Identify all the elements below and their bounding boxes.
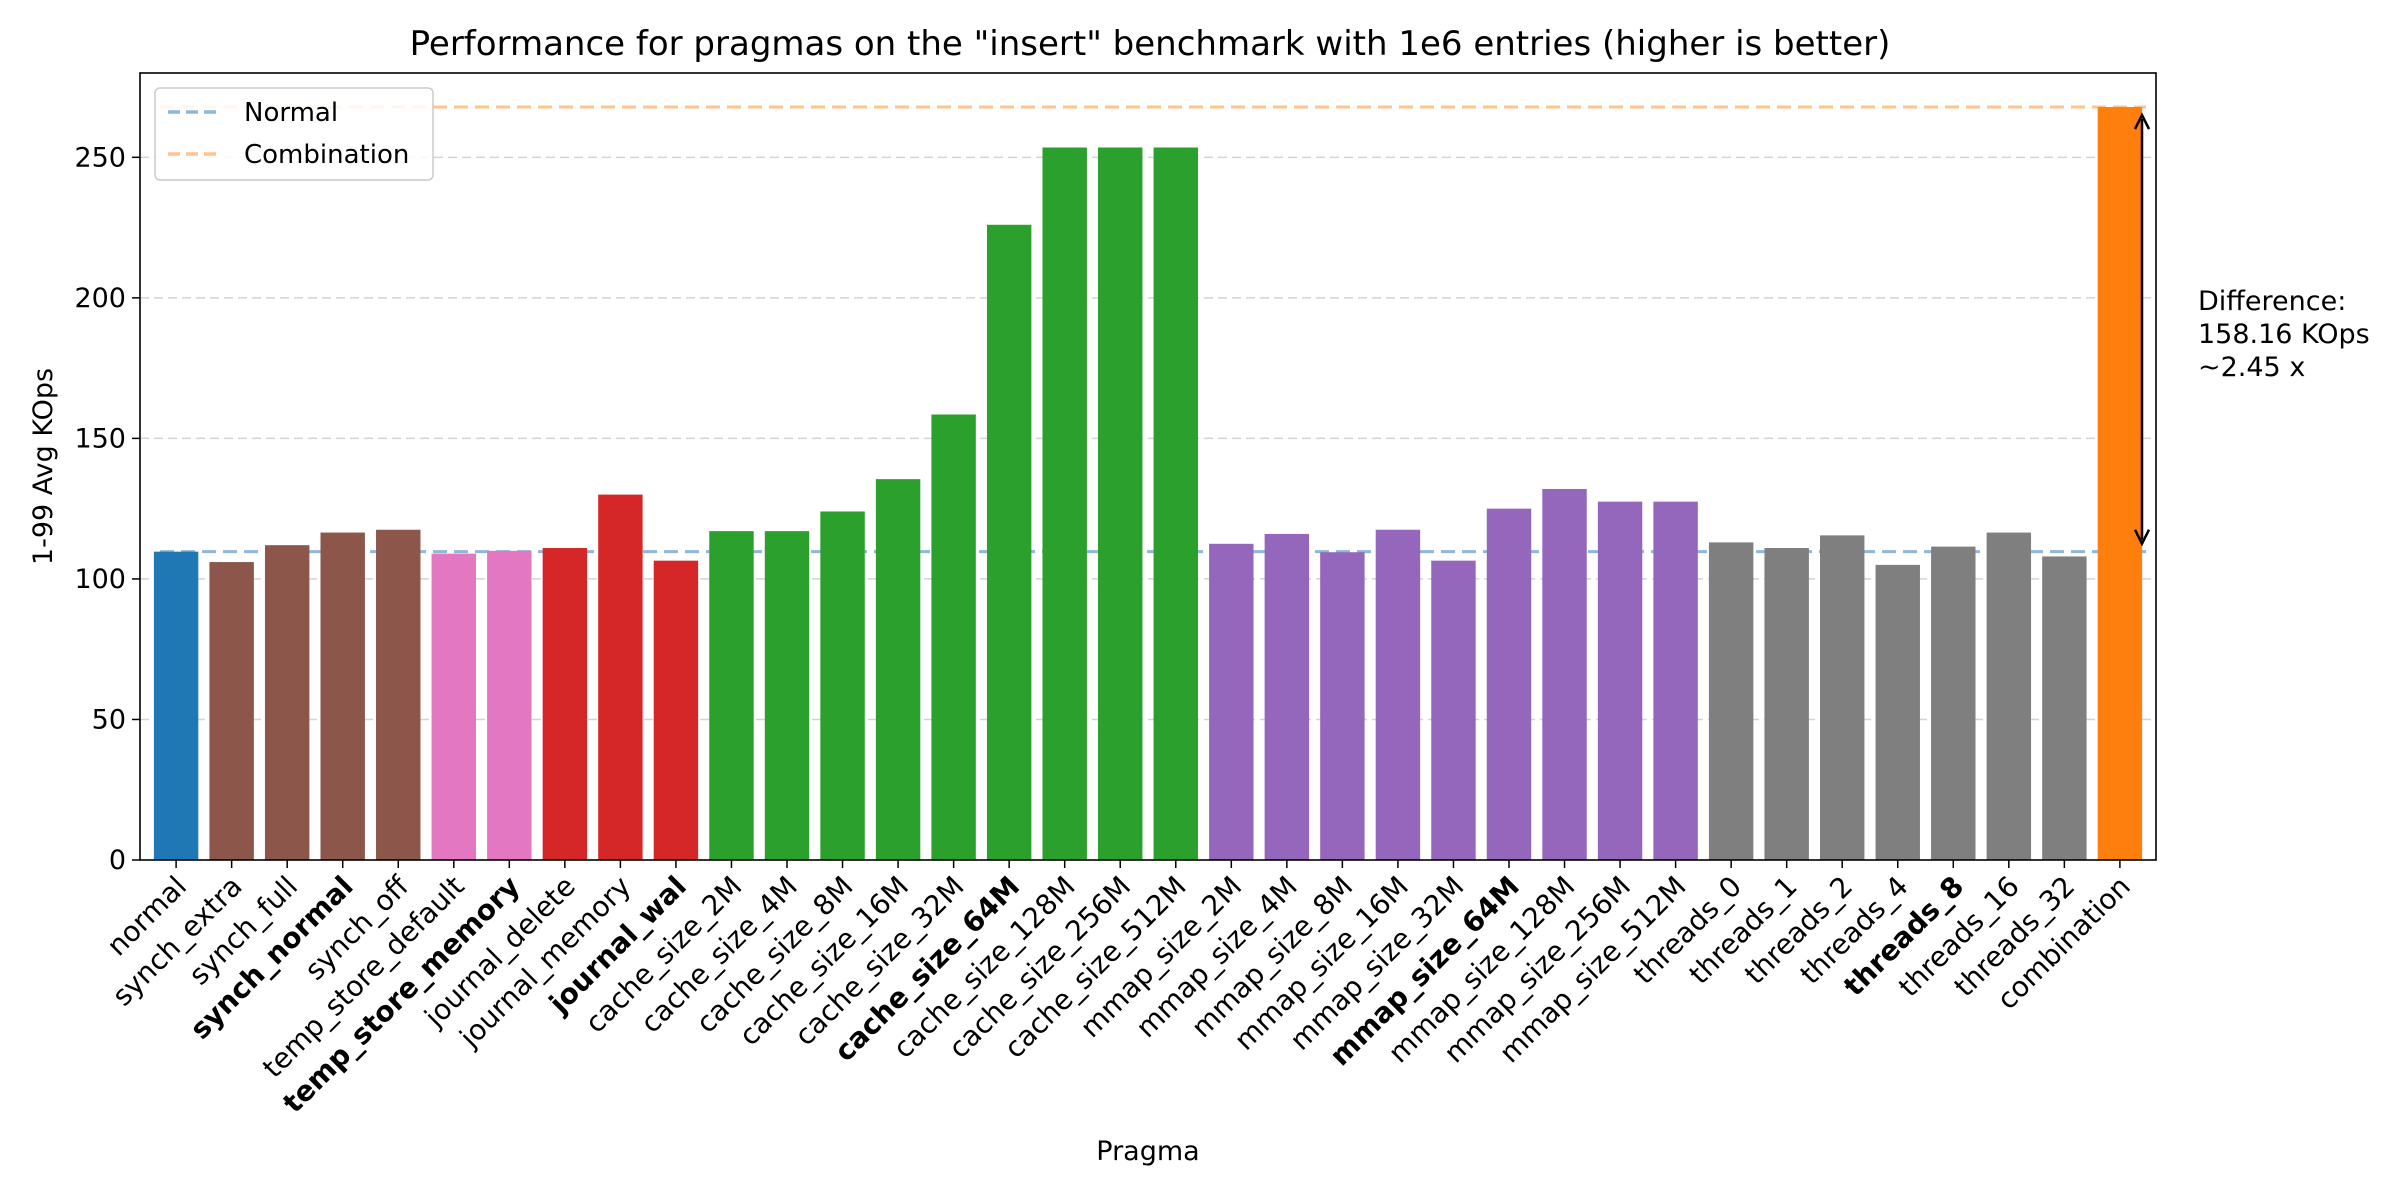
bar-journal_delete — [542, 548, 588, 860]
bar-cache_size_128M — [1042, 147, 1087, 860]
bar-mmap_size_2M — [1209, 543, 1254, 860]
plot-frame — [139, 72, 2157, 861]
difference-text-line: ~2.45 x — [2198, 352, 2305, 383]
bar-journal_memory — [598, 494, 643, 860]
bar-synch_full — [264, 545, 310, 860]
bar-threads_16 — [1986, 532, 2032, 860]
y-tick-label: 200 — [74, 283, 126, 314]
bar-cache_size_16M — [875, 479, 921, 860]
bar-threads_8 — [1931, 546, 1976, 860]
difference-text-line: 158.16 KOps — [2198, 319, 2370, 350]
arrow-down-icon — [2133, 529, 2151, 547]
bar-mmap_size_8M — [1320, 552, 1365, 860]
legend-label: Combination — [244, 140, 409, 170]
bar-synch_off — [376, 529, 421, 860]
bar-threads_32 — [2042, 556, 2087, 860]
bar-cache_size_2M — [709, 531, 754, 860]
bar-cache_size_8M — [820, 511, 865, 860]
bar-mmap_size_512M — [1653, 501, 1698, 860]
chart-title: Performance for pragmas on the "insert" … — [410, 24, 1891, 64]
y-tick-label: 100 — [74, 564, 126, 595]
legend-box — [154, 87, 434, 181]
bar-threads_1 — [1764, 548, 1809, 860]
x-axis-ticks: normalsynch_extrasynch_fullsynch_normals… — [100, 860, 2137, 1119]
bar-synch_extra — [209, 562, 254, 860]
bar-temp_store_default — [431, 553, 476, 860]
reference-lines — [160, 105, 2146, 554]
bar-normal — [153, 551, 199, 860]
y-tick-label: 50 — [92, 704, 126, 735]
bar-threads_2 — [1820, 535, 1865, 860]
bar-cache_size_512M — [1153, 147, 1198, 860]
x-axis-label: Pragma — [1096, 1136, 1199, 1167]
bar-mmap_size_16M — [1375, 529, 1421, 860]
bar-cache_size_256M — [1098, 147, 1143, 860]
bar-threads_0 — [1708, 542, 1754, 860]
y-tick-label: 150 — [74, 423, 126, 454]
bar-mmap_size_4M — [1264, 533, 1310, 860]
bar-cache_size_32M — [931, 414, 976, 860]
bar-temp_store_memory — [487, 550, 532, 860]
bars — [153, 107, 2143, 860]
bar-synch_normal — [320, 532, 365, 860]
bar-threads_4 — [1875, 564, 1920, 860]
bar-cache_size_4M — [764, 531, 810, 860]
y-axis-ticks: 0 50 100 150 200 250 — [74, 142, 140, 876]
difference-annotation: Difference:158.16 KOps~2.45 x — [2133, 112, 2370, 547]
arrow-up-icon — [2133, 112, 2151, 130]
bar-mmap_size_64M — [1486, 508, 1532, 860]
legend-label: Normal — [244, 98, 338, 128]
bar-mmap_size_256M — [1597, 501, 1643, 860]
bar-mmap_size_128M — [1542, 488, 1587, 860]
bar-cache_size_64M — [986, 224, 1032, 860]
y-tick-label: 0 — [109, 845, 126, 876]
bar-mmap_size_32M — [1431, 560, 1476, 860]
y-axis-label: 1-99 Avg KOps — [28, 368, 59, 565]
bar-combination — [2097, 107, 2143, 860]
legend: Normal Combination — [154, 87, 434, 181]
y-tick-label: 250 — [74, 142, 126, 173]
difference-text-line: Difference: — [2198, 286, 2346, 317]
bar-journal_wal — [653, 560, 699, 860]
